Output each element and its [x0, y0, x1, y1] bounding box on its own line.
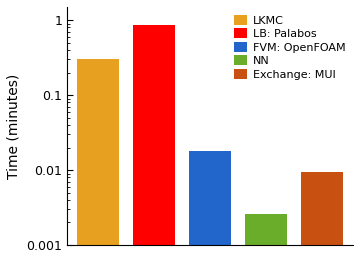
- Legend: LKMC, LB: Palabos, FVM: OpenFOAM, NN, Exchange: MUI: LKMC, LB: Palabos, FVM: OpenFOAM, NN, Ex…: [231, 12, 347, 82]
- Bar: [301, 172, 343, 260]
- Bar: [189, 151, 231, 260]
- Y-axis label: Time (minutes): Time (minutes): [7, 73, 21, 179]
- Bar: [245, 214, 287, 260]
- Bar: [133, 25, 175, 260]
- Bar: [77, 59, 119, 260]
